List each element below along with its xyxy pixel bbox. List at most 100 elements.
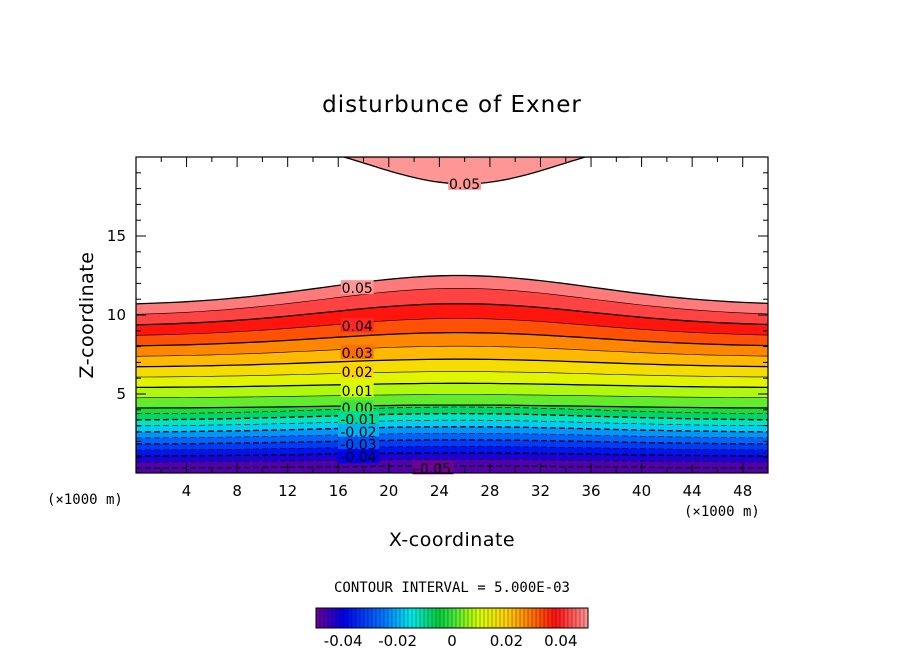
y-tick-label: 10 (107, 306, 126, 324)
contour-line (136, 452, 768, 457)
colorbar-swatch (552, 608, 557, 628)
contour-label-bg (340, 400, 374, 415)
colorbar-swatch (424, 608, 429, 628)
contour-label: 0.05 (449, 177, 480, 193)
colorbar-swatch (544, 608, 549, 628)
contour-label: 0.04 (342, 319, 373, 335)
colorbar-tick-label: 0.04 (544, 632, 577, 650)
x-tick-label: 28 (480, 482, 499, 500)
colorbar-swatch (360, 608, 365, 628)
colorbar-swatch (568, 608, 573, 628)
contour-label-bg (448, 175, 482, 190)
colorbar-swatch (548, 608, 553, 628)
x-tick-label: 8 (232, 482, 242, 500)
colorbar-swatch (520, 608, 525, 628)
colorbar-swatch (452, 608, 457, 628)
contour-label-bg (337, 436, 379, 451)
colorbar-tick-label: 0 (447, 632, 457, 650)
colorbar-swatch (344, 608, 349, 628)
contour-line (136, 331, 768, 347)
x-tick-label: 12 (278, 482, 297, 500)
contour-label-bg (337, 449, 379, 464)
contour-line (136, 274, 768, 305)
x-tick-label: 20 (379, 482, 398, 500)
x-axis-title: X-coordinate (389, 529, 515, 551)
y-axis-title: Z-coordinate (76, 252, 98, 379)
colorbar-swatch (528, 608, 533, 628)
contour-label-bg (337, 411, 379, 426)
colorbar-labels: -0.04 -0.02 0 0.02 0.04 (324, 632, 578, 650)
contour-line (136, 382, 768, 389)
colorbar-swatch (420, 608, 425, 628)
contour-labels: 0.050.050.040.030.020.010.00-0.01-0.02-0… (337, 175, 482, 477)
colorbar-swatch (560, 608, 565, 628)
colorbar-swatch (340, 608, 345, 628)
colorbar-swatch (532, 608, 537, 628)
colorbar-swatch (572, 608, 577, 628)
contour-line (136, 426, 768, 433)
colorbar-swatch (428, 608, 433, 628)
colorbar-swatch (404, 608, 409, 628)
colorbar-swatch (492, 608, 497, 628)
contour-line (136, 288, 768, 315)
contour-line (136, 459, 768, 463)
y-tick-label: 5 (116, 385, 126, 403)
contour-label-bg (340, 344, 374, 359)
colorbar-swatch (584, 608, 589, 628)
contour-line (136, 439, 768, 445)
contour-label: 0.01 (342, 384, 373, 400)
x-unit-left: (×1000 m) (47, 492, 123, 508)
colorbar-swatch (460, 608, 465, 628)
colorbar-swatch (364, 608, 369, 628)
contour-line (136, 358, 768, 368)
contour-label-bg (340, 382, 374, 397)
colorbar-frame (315, 607, 589, 629)
colorbar (315, 608, 589, 628)
colorbar-swatch (316, 608, 321, 628)
colorbar-swatch (368, 608, 373, 628)
colorbar-swatch (500, 608, 505, 628)
colorbar-swatch (348, 608, 353, 628)
contour-label-bg (337, 423, 379, 438)
colorbar-swatch (440, 608, 445, 628)
colorbar-swatch (372, 608, 377, 628)
contour-label-bg (340, 318, 374, 333)
colorbar-swatch (324, 608, 329, 628)
contour-label-bg (340, 280, 374, 295)
x-unit-right: (×1000 m) (684, 504, 760, 520)
x-tick-label: 36 (581, 482, 600, 500)
contour-label: 0.05 (342, 281, 373, 297)
colorbar-swatch (444, 608, 449, 628)
colorbar-swatch (480, 608, 485, 628)
colorbar-swatch (356, 608, 361, 628)
colorbar-swatch (320, 608, 325, 628)
contour-label-bg (340, 363, 374, 378)
colorbar-swatch (456, 608, 461, 628)
colorbar-tick-label: 0.02 (490, 632, 523, 650)
colorbar-swatch (476, 608, 481, 628)
colorbar-swatch (380, 608, 385, 628)
colorbar-swatch (416, 608, 421, 628)
x-tick-label: 16 (329, 482, 348, 500)
colorbar-swatch (556, 608, 561, 628)
colorbar-swatch (580, 608, 585, 628)
colorbar-swatch (488, 608, 493, 628)
colorbar-swatch (400, 608, 405, 628)
contour-line (136, 303, 768, 326)
colorbar-tick-label: -0.04 (324, 632, 363, 650)
x-tick-label: 44 (683, 482, 702, 500)
colorbar-swatch (536, 608, 541, 628)
x-tick-label: 32 (531, 482, 550, 500)
contour-line (136, 394, 768, 399)
colorbar-swatch (432, 608, 437, 628)
colorbar-swatch (408, 608, 413, 628)
x-tick-label: 24 (430, 482, 449, 500)
colorbar-swatch (512, 608, 517, 628)
x-tick-label: 40 (632, 482, 651, 500)
x-tick-label: 48 (733, 482, 752, 500)
colorbar-swatch (412, 608, 417, 628)
contour-interval-text: CONTOUR INTERVAL = 5.000E-03 (334, 580, 570, 596)
contour-label: 0.03 (342, 346, 373, 362)
contour-line (136, 433, 768, 439)
